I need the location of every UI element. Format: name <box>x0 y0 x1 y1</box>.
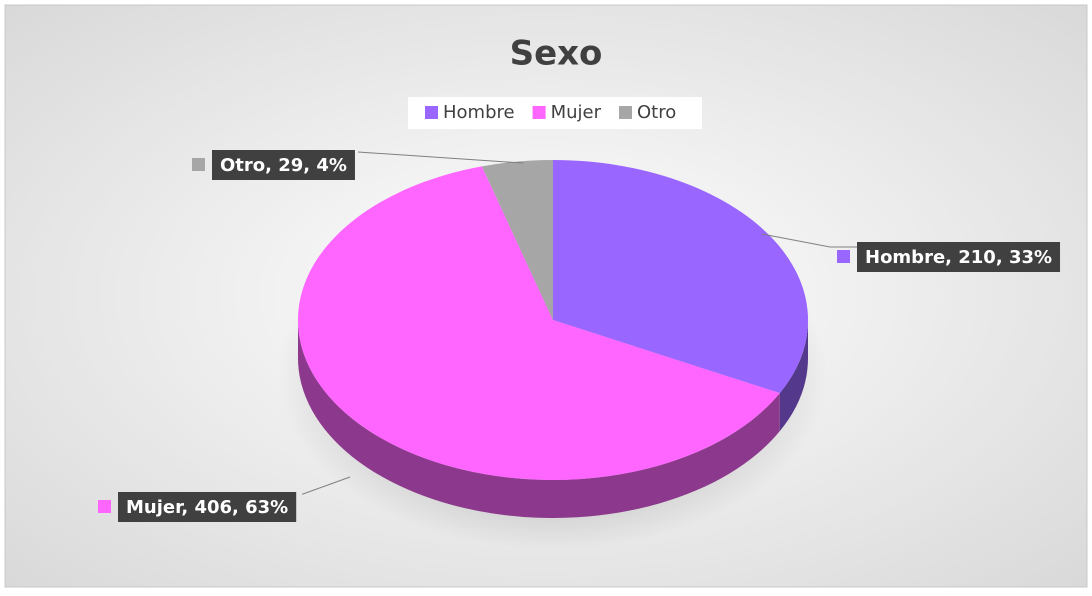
label-box <box>212 150 355 180</box>
legend-label: Otro <box>637 102 676 123</box>
label-box <box>118 492 297 522</box>
chart-title: Sexo <box>510 34 603 74</box>
slice-side <box>298 320 780 519</box>
slice <box>298 166 780 480</box>
slice-side <box>779 320 808 432</box>
leader-line <box>302 476 351 495</box>
data-labels: Hombre, 210, 33% Mujer, 406, 63% Otro, 29,… <box>98 150 1061 522</box>
slice <box>553 160 809 394</box>
pie <box>298 160 809 519</box>
slice <box>481 160 553 320</box>
leader-line <box>357 151 524 164</box>
label-box <box>857 242 1061 272</box>
data-label: Hombre, 210, 33% <box>865 247 1052 268</box>
legend-swatch <box>425 106 438 119</box>
data-label: Mujer, 406, 63% <box>126 497 288 518</box>
label-swatch <box>192 158 205 171</box>
legend: Hombre Mujer Otro <box>408 97 702 129</box>
legend-swatch <box>532 106 546 119</box>
label-swatch <box>837 250 850 263</box>
legend-label: Hombre <box>443 102 515 123</box>
legend-label: Mujer <box>551 102 602 123</box>
data-label: Otro, 29, 4% <box>220 155 347 176</box>
legend-swatch <box>619 106 633 119</box>
label-swatch <box>98 500 111 513</box>
leader-line <box>761 233 857 248</box>
legend-box <box>408 97 702 129</box>
